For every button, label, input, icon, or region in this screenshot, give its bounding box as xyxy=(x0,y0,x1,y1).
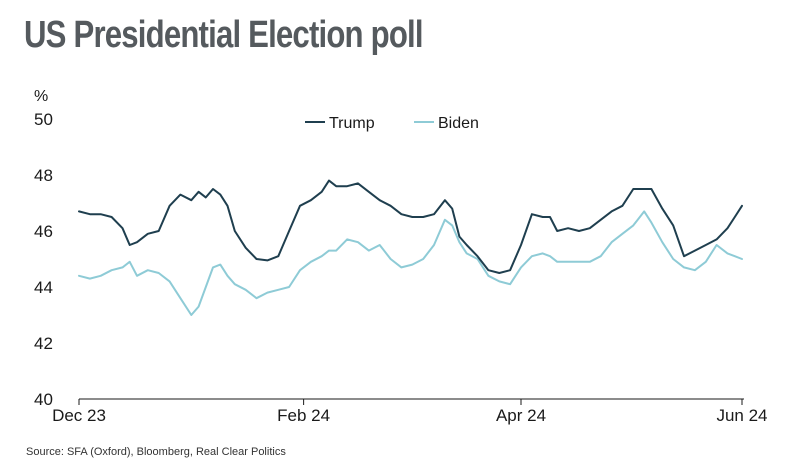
legend-label-biden: Biden xyxy=(438,115,479,132)
legend: Trump Biden xyxy=(305,115,479,132)
x-tick-label: Jun 24 xyxy=(716,406,767,425)
y-tick-label: 44 xyxy=(34,278,53,297)
x-tick-label: Feb 24 xyxy=(277,406,330,425)
y-tick-label: 42 xyxy=(34,334,53,353)
chart-title: US Presidential Election poll xyxy=(24,14,424,56)
y-axis-unit: % xyxy=(34,88,48,105)
y-tick-label: 40 xyxy=(34,390,53,409)
series-line-biden xyxy=(78,210,743,316)
y-axis-ticks: 40 42 44 46 48 50 xyxy=(34,110,53,409)
legend-label-trump: Trump xyxy=(329,115,375,132)
y-tick-label: 46 xyxy=(34,222,53,241)
x-axis-ticks: Dec 23 Feb 24 Apr 24 Jun 24 xyxy=(52,399,768,425)
source-note: Source: SFA (Oxford), Bloomberg, Real Cl… xyxy=(26,446,286,458)
x-tick-label: Apr 24 xyxy=(496,406,546,425)
series-line-trump xyxy=(78,179,743,274)
y-tick-label: 48 xyxy=(34,166,53,185)
x-tick-label: Dec 23 xyxy=(52,406,106,425)
y-tick-label: 50 xyxy=(34,110,53,129)
series-layer xyxy=(78,179,743,316)
